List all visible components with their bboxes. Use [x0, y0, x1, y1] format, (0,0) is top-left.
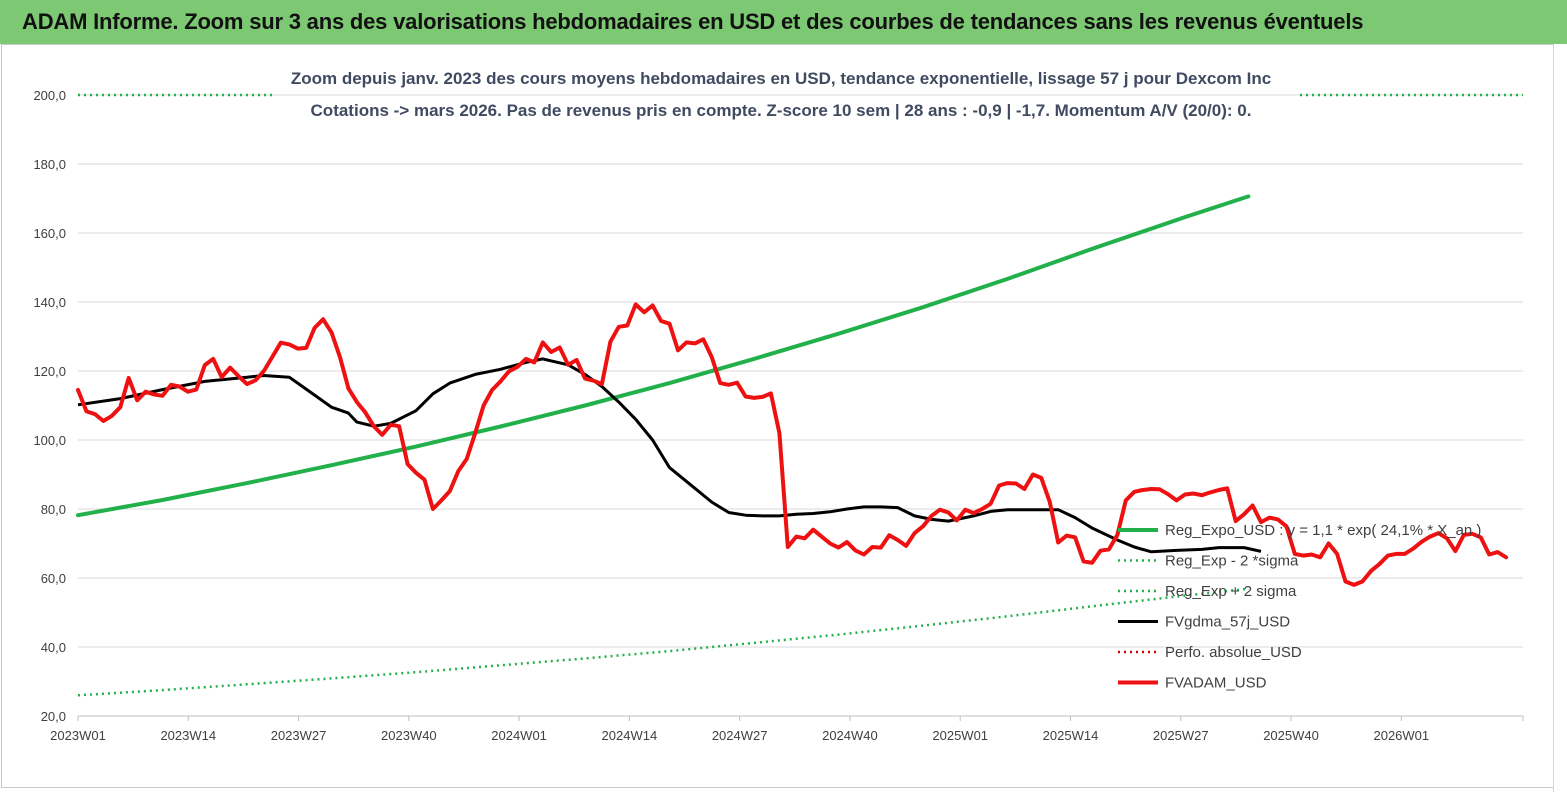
legend-label: Reg_Exp - 2 *sigma: [1165, 553, 1299, 570]
series-line-price: [76, 302, 1509, 587]
chart-series: [76, 93, 1523, 697]
x-tick-label: 2025W27: [1153, 728, 1209, 743]
y-tick-label: 20,0: [41, 709, 66, 724]
x-tick-label: 2023W40: [381, 728, 437, 743]
legend-label: FVgdma_57j_USD: [1165, 614, 1290, 631]
y-tick-label: 140,0: [33, 295, 66, 310]
y-axis: 20,0 40,0 60,0 80,0 100,0 120,0 140,0 160,0 180,…: [33, 88, 66, 724]
x-axis: 2023W01 2023W14 2023W27 2023W40 2024W01 2024W…: [50, 715, 1524, 743]
x-tick-label: 2025W01: [932, 728, 988, 743]
y-tick-label: 200,0: [33, 88, 66, 103]
chart-legend: Reg_Expo_USD : y = 1,1 * exp( 24,1% * X_…: [1118, 522, 1481, 692]
x-tick-label: 2024W14: [602, 728, 658, 743]
chart-subtitle-line-2: Cotations -> mars 2026. Pas de revenus p…: [311, 101, 1252, 120]
right-edge-strip: [1553, 44, 1567, 792]
report-banner: ADAM Informe. Zoom sur 3 ans des valoris…: [0, 0, 1567, 44]
legend-label: Reg_Expo_USD : y = 1,1 * exp( 24,1% * X_…: [1165, 522, 1481, 539]
y-tick-label: 120,0: [33, 364, 66, 379]
y-tick-label: 60,0: [41, 571, 66, 586]
x-tick-label: 2024W40: [822, 728, 878, 743]
y-tick-label: 160,0: [33, 226, 66, 241]
x-tick-label: 2026W01: [1373, 728, 1429, 743]
chart-subtitle: Zoom depuis janv. 2023 des cours moyens …: [291, 69, 1271, 120]
x-tick-label: 2024W01: [491, 728, 547, 743]
chart-subtitle-line-1: Zoom depuis janv. 2023 des cours moyens …: [291, 69, 1271, 88]
series-line-regression: [76, 194, 1251, 518]
legend-label: Reg_Exp + 2 sigma: [1165, 583, 1297, 600]
x-tick-label: 2023W14: [160, 728, 216, 743]
y-tick-label: 100,0: [33, 433, 66, 448]
x-tick-label: 2024W27: [712, 728, 768, 743]
y-tick-label: 40,0: [41, 640, 66, 655]
x-tick-label: 2023W27: [271, 728, 327, 743]
y-tick-label: 180,0: [33, 157, 66, 172]
report-title: ADAM Informe. Zoom sur 3 ans des valoris…: [22, 9, 1364, 34]
y-tick-label: 80,0: [41, 502, 66, 517]
x-tick-label: 2023W01: [50, 728, 106, 743]
x-tick-label: 2025W14: [1043, 728, 1099, 743]
legend-label: Perfo. absolue_USD: [1165, 644, 1302, 661]
chart-grid: [78, 94, 1523, 717]
series-line-sigma: [77, 587, 1249, 697]
x-tick-label: 2025W40: [1263, 728, 1319, 743]
legend-label: FVADAM_USD: [1165, 675, 1267, 692]
series-line-smoothed: [77, 357, 1262, 554]
